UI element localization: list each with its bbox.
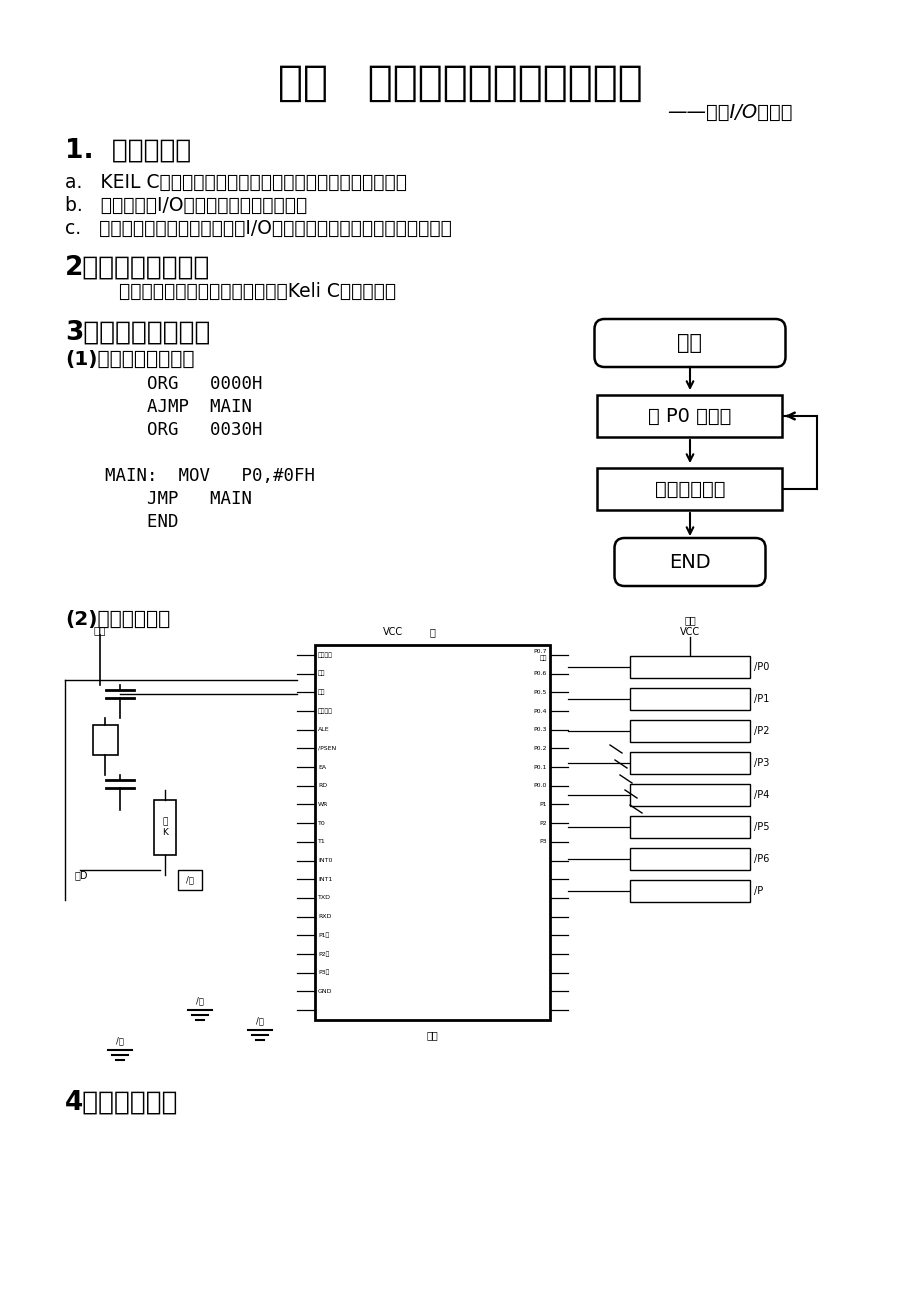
Bar bbox=[596, 468, 782, 510]
Text: 1.  实验目的：: 1. 实验目的： bbox=[65, 138, 191, 164]
Bar bbox=[630, 880, 749, 902]
Text: 电D: 电D bbox=[75, 870, 88, 880]
Text: P0.7
输出: P0.7 输出 bbox=[533, 649, 547, 660]
Text: P0.1: P0.1 bbox=[533, 764, 547, 770]
Text: 阻: 阻 bbox=[428, 627, 435, 637]
Bar bbox=[93, 725, 118, 755]
Text: T0: T0 bbox=[318, 820, 325, 826]
Text: ALE: ALE bbox=[318, 727, 329, 732]
Text: 2．实验设备使用：: 2．实验设备使用： bbox=[65, 255, 210, 281]
Text: 计算机一台、单片机实验箱一套、Keli C软件一套。: 计算机一台、单片机实验箱一套、Keli C软件一套。 bbox=[95, 282, 396, 302]
Bar bbox=[630, 688, 749, 710]
Text: /P4: /P4 bbox=[754, 790, 768, 800]
Text: 啊喂: 啊喂 bbox=[425, 1030, 437, 1040]
Text: AJMP  MAIN: AJMP MAIN bbox=[105, 398, 252, 416]
Text: END: END bbox=[105, 514, 178, 530]
Bar bbox=[630, 784, 749, 806]
Text: EA: EA bbox=[318, 764, 325, 770]
Text: 智能: 智能 bbox=[684, 615, 695, 625]
Text: /P1: /P1 bbox=[754, 694, 768, 705]
Text: 电源: 电源 bbox=[94, 625, 106, 634]
Text: ORG   0000H: ORG 0000H bbox=[105, 374, 262, 393]
Bar bbox=[596, 395, 782, 437]
Text: 3．实验基本原理：: 3．实验基本原理： bbox=[65, 320, 210, 346]
Text: P1口: P1口 bbox=[318, 932, 329, 939]
Text: P0.3: P0.3 bbox=[533, 727, 547, 732]
Text: P3: P3 bbox=[539, 840, 547, 844]
Bar bbox=[630, 816, 749, 838]
Text: WR: WR bbox=[318, 802, 328, 807]
Text: INT0: INT0 bbox=[318, 858, 332, 863]
Text: /磁: /磁 bbox=[116, 1036, 124, 1045]
FancyBboxPatch shape bbox=[594, 318, 785, 367]
Text: /P2: /P2 bbox=[754, 725, 768, 736]
Text: RD: RD bbox=[318, 784, 327, 788]
Text: VCC: VCC bbox=[382, 627, 403, 637]
Text: 一、   单片机开发系统应用初步: 一、 单片机开发系统应用初步 bbox=[278, 62, 641, 104]
Text: /P: /P bbox=[754, 887, 763, 896]
Text: 数据总线: 数据总线 bbox=[318, 708, 333, 714]
Text: RXD: RXD bbox=[318, 914, 331, 919]
Text: (2)电路原理图：: (2)电路原理图： bbox=[65, 610, 170, 629]
Text: /P0: /P0 bbox=[754, 662, 768, 672]
Text: P2: P2 bbox=[539, 820, 547, 826]
Text: P0.5: P0.5 bbox=[533, 690, 547, 696]
Text: /PSEN: /PSEN bbox=[318, 746, 335, 751]
Bar bbox=[630, 656, 749, 679]
FancyBboxPatch shape bbox=[614, 538, 765, 586]
Text: /P3: /P3 bbox=[754, 758, 768, 768]
Text: 开始: 开始 bbox=[676, 333, 702, 354]
Text: TXD: TXD bbox=[318, 896, 331, 901]
Text: /磁: /磁 bbox=[186, 875, 194, 884]
Text: b.   单片机基本I/O口的驱动方式、特点等。: b. 单片机基本I/O口的驱动方式、特点等。 bbox=[65, 196, 307, 214]
Text: P3口: P3口 bbox=[318, 970, 329, 975]
Text: 刷新操作: 刷新操作 bbox=[318, 653, 333, 658]
Text: MAIN:  MOV   P0,#0FH: MAIN: MOV P0,#0FH bbox=[105, 467, 314, 485]
Bar bbox=[630, 720, 749, 742]
Text: 跳转至主程序: 跳转至主程序 bbox=[654, 480, 724, 498]
Text: a.   KEIL C软件对程序进行编译调试及烧录软件的使用方法。: a. KEIL C软件对程序进行编译调试及烧录软件的使用方法。 bbox=[65, 173, 406, 192]
Text: P0.0: P0.0 bbox=[533, 784, 547, 788]
Bar bbox=[177, 870, 202, 891]
Text: P1: P1 bbox=[539, 802, 547, 807]
Bar bbox=[630, 848, 749, 870]
Text: T1: T1 bbox=[318, 840, 325, 844]
Text: 地址: 地址 bbox=[318, 689, 325, 696]
Text: /P5: /P5 bbox=[754, 822, 768, 832]
Text: GND: GND bbox=[318, 989, 332, 993]
Bar bbox=[153, 800, 176, 855]
Text: 锁存: 锁存 bbox=[318, 671, 325, 676]
Text: /磁: /磁 bbox=[196, 996, 204, 1005]
Text: P0.2: P0.2 bbox=[533, 746, 547, 751]
Text: INT1: INT1 bbox=[318, 876, 332, 881]
Text: VCC: VCC bbox=[679, 627, 699, 637]
Text: ORG   0030H: ORG 0030H bbox=[105, 421, 262, 439]
Text: 对 P0 口赋值: 对 P0 口赋值 bbox=[648, 407, 731, 425]
Text: /磁: /磁 bbox=[255, 1017, 264, 1024]
Text: END: END bbox=[668, 552, 710, 572]
Text: /P6: /P6 bbox=[754, 854, 768, 864]
Text: 接
K: 接 K bbox=[162, 818, 168, 837]
Text: JMP   MAIN: JMP MAIN bbox=[105, 490, 252, 508]
Text: P0.6: P0.6 bbox=[533, 671, 547, 676]
Bar bbox=[314, 645, 550, 1020]
Text: P0.4: P0.4 bbox=[533, 708, 547, 714]
Text: (1)源程序及流程图：: (1)源程序及流程图： bbox=[65, 350, 194, 369]
Text: c.   汇编语句的基本用法；对基本I/O口的赋值方法；程序的具体流程等。: c. 汇编语句的基本用法；对基本I/O口的赋值方法；程序的具体流程等。 bbox=[65, 218, 451, 238]
Text: P2口: P2口 bbox=[318, 952, 329, 957]
Bar bbox=[630, 751, 749, 774]
Text: 4．实验内容：: 4．实验内容： bbox=[65, 1089, 178, 1115]
Text: ——基本I/O口赋值: ——基本I/O口赋值 bbox=[666, 103, 792, 122]
